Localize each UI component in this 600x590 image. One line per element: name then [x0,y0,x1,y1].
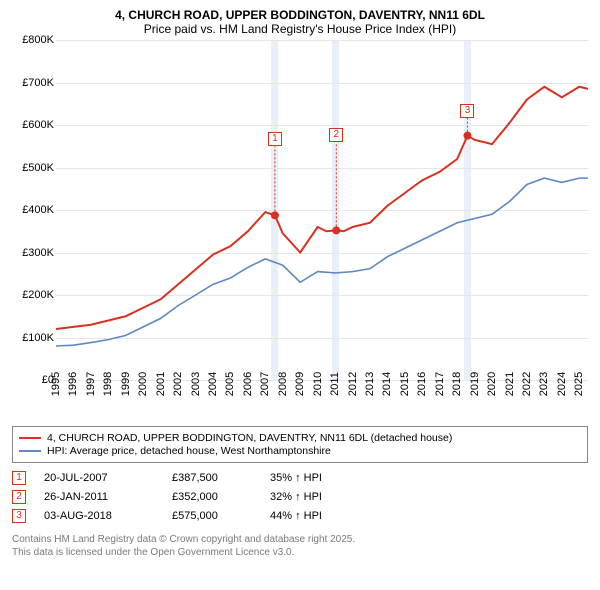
sales-table: 1 20-JUL-2007 £387,500 35% ↑ HPI 2 26-JAN-201… [12,471,588,523]
sale-hpi: 44% ↑ HPI [270,510,360,522]
x-tick: 2019 [469,372,481,396]
sale-row-marker: 2 [12,490,26,504]
legend: 4, CHURCH ROAD, UPPER BODDINGTON, DAVENT… [12,426,588,463]
x-tick: 1995 [50,372,62,396]
sale-price: £352,000 [172,491,252,503]
sale-price: £387,500 [172,472,252,484]
sale-date: 26-JAN-2011 [44,491,154,503]
x-tick: 2007 [259,372,271,396]
x-tick: 2005 [224,372,236,396]
sale-row-marker: 3 [12,509,26,523]
series-hpi [56,178,588,346]
x-tick: 1999 [120,372,132,396]
x-tick: 2003 [190,372,202,396]
x-tick: 2004 [207,372,219,396]
x-tick: 2022 [521,372,533,396]
y-tick: £700K [22,77,54,89]
y-axis: £0£100K£200K£300K£400K£500K£600K£700K£80… [12,40,56,380]
legend-row: HPI: Average price, detached house, West… [19,445,581,457]
series-price_paid [56,87,588,329]
x-tick: 1997 [85,372,97,396]
legend-label: HPI: Average price, detached house, West… [47,445,331,457]
x-tick: 2024 [556,372,568,396]
sale-row: 1 20-JUL-2007 £387,500 35% ↑ HPI [12,471,588,485]
legend-swatch [19,437,41,439]
x-tick: 2021 [504,372,516,396]
y-tick: £600K [22,119,54,131]
x-tick: 2006 [242,372,254,396]
x-tick: 2013 [364,372,376,396]
x-tick: 2015 [399,372,411,396]
y-tick: £200K [22,289,54,301]
y-tick: £500K [22,162,54,174]
x-tick: 2010 [312,372,324,396]
footer-line2: This data is licensed under the Open Gov… [12,546,588,559]
x-axis: 1995199619971998199920002001200220032004… [56,380,588,420]
x-tick: 2009 [294,372,306,396]
x-tick: 1998 [102,372,114,396]
title-line2: Price paid vs. HM Land Registry's House … [12,22,588,36]
x-tick: 2017 [434,372,446,396]
chart-titles: 4, CHURCH ROAD, UPPER BODDINGTON, DAVENT… [12,8,588,36]
sale-marker-box: 3 [460,104,474,118]
title-line1: 4, CHURCH ROAD, UPPER BODDINGTON, DAVENT… [12,8,588,22]
x-tick: 2023 [538,372,550,396]
sale-marker-box: 1 [268,132,282,146]
sale-date: 03-AUG-2018 [44,510,154,522]
x-tick: 2020 [486,372,498,396]
chart: £0£100K£200K£300K£400K£500K£600K£700K£80… [12,40,588,420]
x-tick: 2000 [137,372,149,396]
y-tick: £100K [22,332,54,344]
footer: Contains HM Land Registry data © Crown c… [12,533,588,559]
x-tick: 2012 [347,372,359,396]
x-tick: 2018 [451,372,463,396]
x-tick: 1996 [67,372,79,396]
x-tick: 2014 [381,372,393,396]
x-tick: 2016 [416,372,428,396]
sale-date: 20-JUL-2007 [44,472,154,484]
plot-area: 1 2 3 [56,40,588,380]
y-tick: £400K [22,204,54,216]
sale-row-marker: 1 [12,471,26,485]
x-tick: 2001 [155,372,167,396]
y-tick: £300K [22,247,54,259]
sale-price: £575,000 [172,510,252,522]
legend-row: 4, CHURCH ROAD, UPPER BODDINGTON, DAVENT… [19,432,581,444]
y-tick: £800K [22,34,54,46]
legend-swatch [19,450,41,452]
x-tick: 2008 [277,372,289,396]
sale-hpi: 32% ↑ HPI [270,491,360,503]
legend-label: 4, CHURCH ROAD, UPPER BODDINGTON, DAVENT… [47,432,452,444]
sale-marker-box: 2 [329,128,343,142]
sale-row: 3 03-AUG-2018 £575,000 44% ↑ HPI [12,509,588,523]
x-tick: 2025 [573,372,585,396]
sale-row: 2 26-JAN-2011 £352,000 32% ↑ HPI [12,490,588,504]
line-layer [56,40,588,380]
footer-line1: Contains HM Land Registry data © Crown c… [12,533,588,546]
x-tick: 2002 [172,372,184,396]
x-tick: 2011 [329,372,341,396]
sale-hpi: 35% ↑ HPI [270,472,360,484]
